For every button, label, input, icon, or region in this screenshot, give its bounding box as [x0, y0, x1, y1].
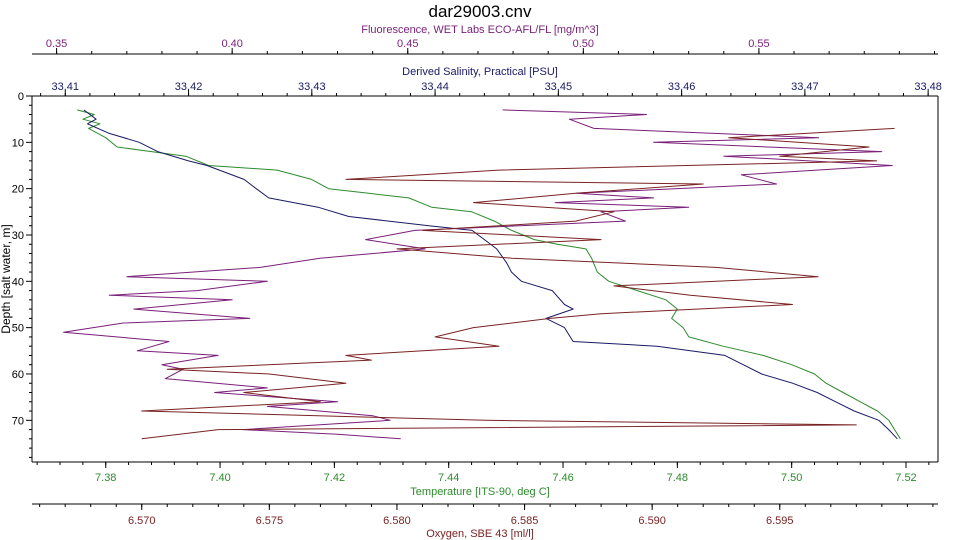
depth-tick-label: 20 [12, 184, 24, 196]
oxygen-profile-line [141, 127, 895, 440]
temperature-tick-label: 7.38 [95, 472, 116, 484]
oxygen-tick-label: 6.595 [766, 515, 794, 527]
temperature-tick-label: 7.50 [781, 472, 802, 484]
fluorescence-tick-label: 0.50 [573, 38, 594, 50]
salinity-tick-label: 33.46 [668, 81, 696, 93]
temperature-tick-label: 7.46 [552, 472, 573, 484]
temperature-tick-label: 7.42 [324, 472, 345, 484]
depth-tick-label: 40 [12, 276, 24, 288]
fluorescence-axis: 0.35 0.40 0.45 0.50 0.55 Fluorescence, WET La… [32, 24, 938, 55]
salinity-axis-title: Derived Salinity, Practical [PSU] [402, 66, 558, 78]
salinity-tick-label: 33.43 [298, 81, 326, 93]
chart-title: dar29003.cnv [428, 2, 532, 21]
depth-tick-label: 0 [18, 91, 24, 103]
temperature-tick-label: 7.44 [438, 472, 459, 484]
salinity-tick-label: 33.44 [421, 81, 449, 93]
temperature-tick-label: 7.48 [667, 472, 688, 484]
depth-axis: 0 10 20 30 40 50 60 70 Depth [salt water, m] [0, 91, 33, 462]
depth-tick-label: 60 [12, 369, 24, 381]
oxygen-tick-label: 6.590 [638, 515, 666, 527]
temperature-profile-line [77, 109, 901, 440]
oxygen-axis: 6.570 6.575 6.580 6.585 6.590 6.595 Oxygen, SB… [32, 503, 938, 540]
salinity-tick-label: 33.47 [791, 81, 819, 93]
temperature-axis: 7.38 7.40 7.42 7.44 7.46 7.48 7.50 7.52 Temperat… [32, 461, 938, 498]
salinity-tick-label: 33.48 [914, 81, 942, 93]
fluorescence-tick-label: 0.35 [46, 38, 67, 50]
oxygen-tick-label: 6.585 [511, 515, 539, 527]
fluorescence-tick-label: 0.40 [221, 38, 242, 50]
depth-tick-label: 10 [12, 137, 24, 149]
fluorescence-axis-title: Fluorescence, WET Labs ECO-AFL/FL [mg/m^… [361, 24, 598, 36]
temperature-axis-title: Temperature [ITS-90, deg C] [410, 486, 549, 498]
oxygen-tick-label: 6.570 [128, 515, 156, 527]
depth-tick-label: 70 [12, 415, 24, 427]
salinity-tick-label: 33.45 [545, 81, 573, 93]
salinity-tick-label: 33.41 [52, 81, 80, 93]
depth-tick-label: 30 [12, 230, 24, 242]
oxygen-tick-label: 6.575 [256, 515, 284, 527]
temperature-tick-label: 7.40 [209, 472, 230, 484]
salinity-axis: 33.41 33.42 33.43 33.44 33.45 33.46 33.47 33.48… [32, 66, 942, 97]
temperature-tick-label: 7.52 [895, 472, 916, 484]
depth-tick-label: 50 [12, 323, 24, 335]
salinity-profile-line [83, 109, 898, 440]
depth-axis-title: Depth [salt water, m] [0, 224, 13, 333]
oxygen-axis-title: Oxygen, SBE 43 [ml/l] [426, 528, 534, 540]
fluorescence-tick-label: 0.55 [748, 38, 769, 50]
fluorescence-tick-label: 0.45 [397, 38, 418, 50]
oxygen-tick-label: 6.580 [383, 515, 411, 527]
salinity-tick-label: 33.42 [175, 81, 203, 93]
fluorescence-profile-line [63, 109, 893, 440]
